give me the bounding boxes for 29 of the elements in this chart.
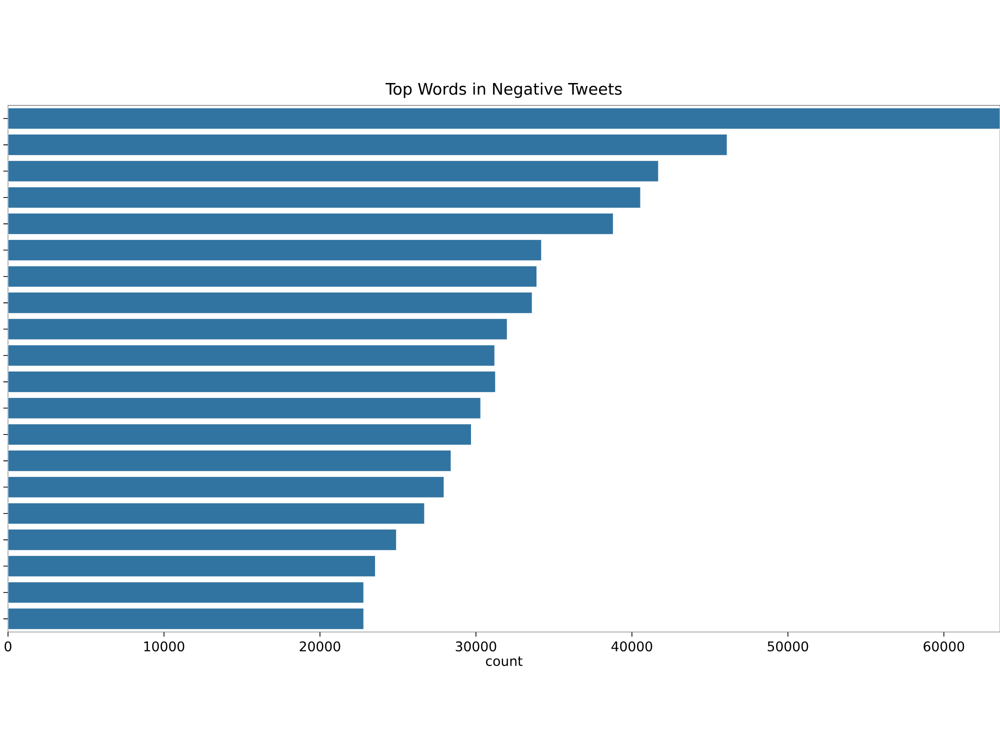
bar	[8, 160, 659, 182]
bar	[8, 476, 444, 498]
bar	[8, 134, 728, 156]
bar	[8, 529, 397, 551]
x-axis-title: count	[486, 656, 522, 666]
bar	[8, 108, 1000, 130]
x-tick-label: 20000	[300, 641, 340, 652]
bar	[8, 371, 496, 393]
bar	[8, 502, 425, 524]
bar	[8, 292, 532, 314]
bar	[8, 239, 542, 261]
x-tick-label: 50000	[768, 641, 808, 652]
x-tick-label: 40000	[611, 641, 652, 652]
x-tick-label: 60000	[924, 641, 964, 652]
bar	[8, 555, 376, 577]
bar	[8, 608, 364, 630]
x-tick-label: 30000	[456, 641, 496, 652]
x-tick-label: 0	[4, 641, 12, 652]
bar	[8, 318, 508, 340]
bar	[8, 582, 364, 604]
bar	[8, 213, 614, 235]
bar	[8, 397, 481, 419]
bar	[8, 450, 452, 472]
chart-title: Top Words in Negative Tweets	[386, 82, 622, 98]
bar	[8, 424, 472, 446]
bar	[8, 266, 538, 288]
bar	[8, 344, 495, 366]
x-tick-label: 10000	[144, 641, 184, 652]
bar	[8, 186, 641, 208]
